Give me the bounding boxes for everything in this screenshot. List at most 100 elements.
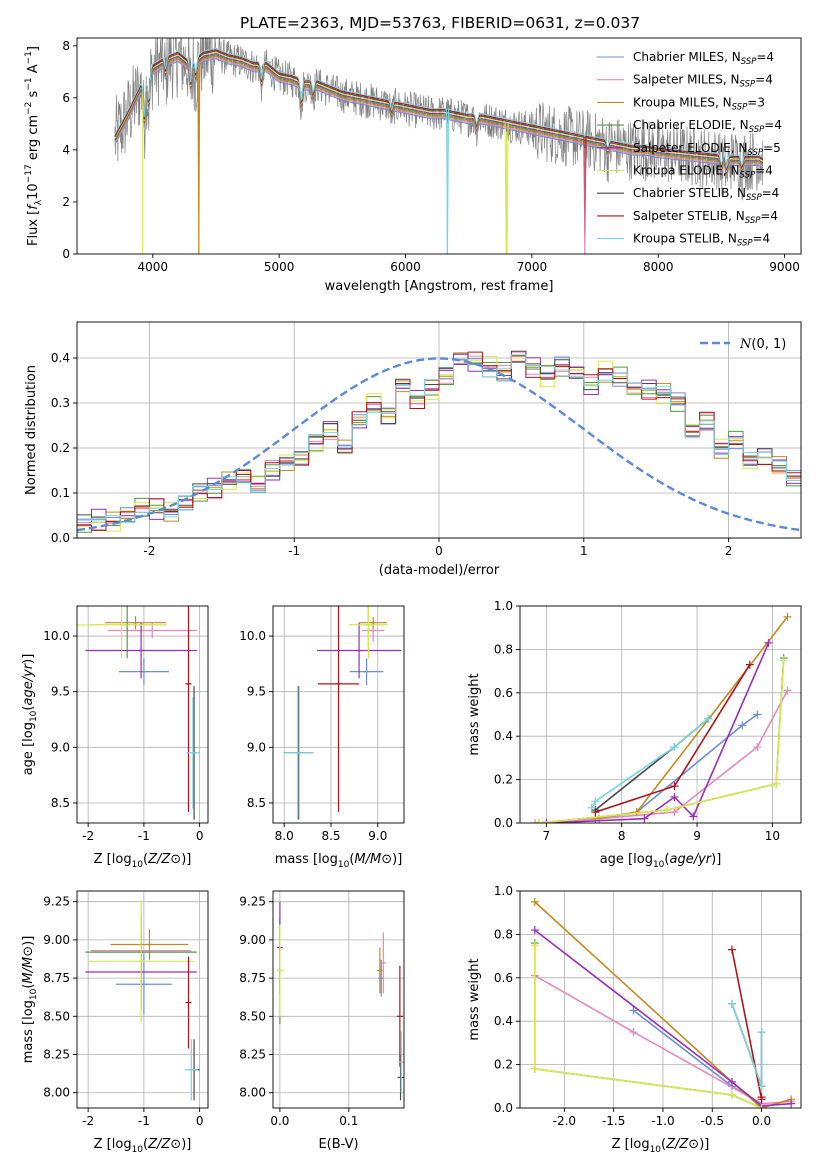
x-axis-label: Z [log10(Z/Z⊙)] bbox=[94, 852, 192, 870]
y-tick-label: 0.2 bbox=[494, 773, 513, 787]
axes-frame bbox=[272, 890, 405, 1109]
x-tick-label: -2 bbox=[82, 1114, 94, 1128]
x-axis-label: Z [log10(Z/Z⊙)] bbox=[94, 1137, 192, 1155]
weight-marker bbox=[772, 779, 781, 788]
y-tick-label: 8.75 bbox=[43, 971, 70, 985]
weight-marker bbox=[779, 656, 788, 665]
y-axis-label: mass weight bbox=[467, 958, 482, 1040]
weight-marker bbox=[738, 721, 747, 730]
normal-curve bbox=[77, 357, 801, 532]
x-tick-label: -1 bbox=[138, 829, 150, 843]
x-tick-label: -1.5 bbox=[602, 1114, 625, 1128]
x-axis-label: age [log10(age/yr)] bbox=[600, 852, 722, 870]
y-tick-label: 0.1 bbox=[51, 486, 70, 500]
weight-marker bbox=[662, 805, 671, 814]
y-tick-label: 9.00 bbox=[43, 933, 70, 947]
weight-marker bbox=[727, 945, 736, 954]
x-tick-label: 8000 bbox=[643, 260, 674, 274]
axes-frame bbox=[76, 37, 802, 255]
y-tick-label: 10.0 bbox=[239, 629, 266, 643]
y-tick-label: 9.25 bbox=[239, 895, 266, 909]
x-tick-label: 8 bbox=[618, 829, 626, 843]
y-tick-label: 0.8 bbox=[494, 642, 513, 656]
y-tick-label: 0.0 bbox=[51, 531, 70, 545]
histogram-series bbox=[77, 354, 801, 523]
y-tick-label: 0.0 bbox=[494, 1101, 513, 1115]
weight-marker bbox=[591, 808, 600, 817]
y-axis-label: Normed distribution bbox=[24, 365, 39, 495]
y-tick-label: 10.0 bbox=[43, 629, 70, 643]
model-spectrum bbox=[114, 55, 764, 254]
y-tick-label: 8.25 bbox=[239, 1048, 266, 1062]
y-tick-label: 8.50 bbox=[239, 1009, 266, 1023]
x-tick-label: -1 bbox=[288, 544, 300, 558]
y-tick-label: 2 bbox=[62, 195, 70, 209]
legend-label: Chabrier ELODIE, NSSP=4 bbox=[633, 118, 782, 135]
axes-frame bbox=[272, 605, 405, 824]
y-tick-label: 1.0 bbox=[494, 599, 513, 613]
legend-label: Salpeter STELIB, NSSP=4 bbox=[633, 209, 778, 226]
x-tick-label: 9 bbox=[693, 829, 701, 843]
y-tick-label: 0 bbox=[62, 247, 70, 261]
x-tick-label: 2 bbox=[725, 544, 733, 558]
x-tick-label: -1 bbox=[138, 1114, 150, 1128]
y-tick-label: 8.00 bbox=[239, 1086, 266, 1100]
hist-lines bbox=[77, 350, 801, 533]
x-tick-label: 0 bbox=[196, 1114, 204, 1128]
x-axis-label: Z [log10(Z/Z⊙)] bbox=[612, 1137, 710, 1155]
y-axis-label: Flux [fλ10−17 erg cm−2 s−1 A−1] bbox=[24, 46, 44, 246]
axes-frame bbox=[76, 605, 209, 824]
y-tick-label: 8.00 bbox=[43, 1086, 70, 1100]
spectrum-legend: Chabrier MILES, NSSP=4 Salpeter MILES, NS… bbox=[597, 50, 782, 249]
weight-marker bbox=[542, 819, 551, 823]
y-tick-label: 0.3 bbox=[51, 396, 70, 410]
x-axis-label: wavelength [Angstrom, rest frame] bbox=[325, 279, 554, 294]
weight-marker bbox=[764, 638, 773, 647]
weight-marker bbox=[640, 814, 649, 823]
model-spectrum bbox=[114, 51, 764, 254]
weight-marker bbox=[727, 999, 736, 1008]
massweight_vs_age-panel: 7 8 9 10 0.0 0.2 0.4 0.6 0.8 1.0 mass weight age [l… bbox=[467, 599, 802, 870]
y-tick-label: 0.4 bbox=[494, 729, 513, 743]
x-tick-label: 9.0 bbox=[368, 829, 387, 843]
weight-series bbox=[534, 974, 792, 1105]
model-spectrum bbox=[114, 49, 764, 254]
weight-marker bbox=[689, 812, 698, 821]
y-tick-label: 0.4 bbox=[51, 351, 70, 365]
weight-marker bbox=[757, 1028, 766, 1037]
weight-marker bbox=[787, 1099, 796, 1108]
residuals-panel: -2 -1 0 1 2 0.0 0.1 0.2 0.3 0.4 (data-model)/error… bbox=[24, 321, 802, 578]
legend-label: Chabrier MILES, NSSP=4 bbox=[633, 50, 774, 67]
y-axis-label: age [log10(age/yr)] bbox=[21, 654, 39, 776]
weight-marker bbox=[670, 808, 679, 817]
y-tick-label: 6 bbox=[62, 91, 70, 105]
y-tick-label: 0.4 bbox=[494, 1014, 513, 1028]
weight-marker bbox=[753, 743, 762, 752]
weight-marker bbox=[783, 612, 792, 621]
y-tick-label: 8.25 bbox=[43, 1048, 70, 1062]
weight-marker bbox=[591, 797, 600, 806]
model-spectrum bbox=[114, 58, 764, 180]
y-tick-label: 8.50 bbox=[43, 1009, 70, 1023]
x-tick-label: 10 bbox=[765, 829, 780, 843]
weight-marker bbox=[745, 660, 754, 669]
x-tick-label: 6000 bbox=[390, 260, 421, 274]
y-tick-label: 0.6 bbox=[494, 686, 513, 700]
mass_vs_Z-panel: -2 -1 0 8.00 8.25 8.50 8.75 9.00 9.25 mass [log10… bbox=[21, 890, 209, 1155]
weight-marker bbox=[530, 941, 539, 950]
y-tick-label: 8 bbox=[62, 39, 70, 53]
weight-marker bbox=[629, 1028, 638, 1037]
y-tick-label: 0.2 bbox=[51, 441, 70, 455]
legend-label: Kroupa MILES, NSSP=3 bbox=[633, 95, 765, 112]
age_vs_mass-panel: 8.0 8.5 9.0 8.5 9.0 9.5 10.0 mass [log10(M/M⊙)] bbox=[239, 605, 405, 870]
mass_vs_EBV-panel: 0.0 0.1 8.00 8.25 8.50 8.75 9.00 9.25 E(B-V) bbox=[239, 890, 405, 1152]
x-tick-label: 0 bbox=[196, 829, 204, 843]
y-tick-label: 8.5 bbox=[247, 796, 266, 810]
x-axis-label: mass [log10(M/M⊙)] bbox=[275, 852, 403, 870]
model-spectrum bbox=[114, 47, 764, 254]
y-tick-label: 9.25 bbox=[43, 895, 70, 909]
x-tick-label: -2 bbox=[143, 544, 155, 558]
figure-title: PLATE=2363, MJD=53763, FIBERID=0631, z=0… bbox=[240, 14, 640, 32]
x-axis-label: (data-model)/error bbox=[379, 563, 500, 578]
